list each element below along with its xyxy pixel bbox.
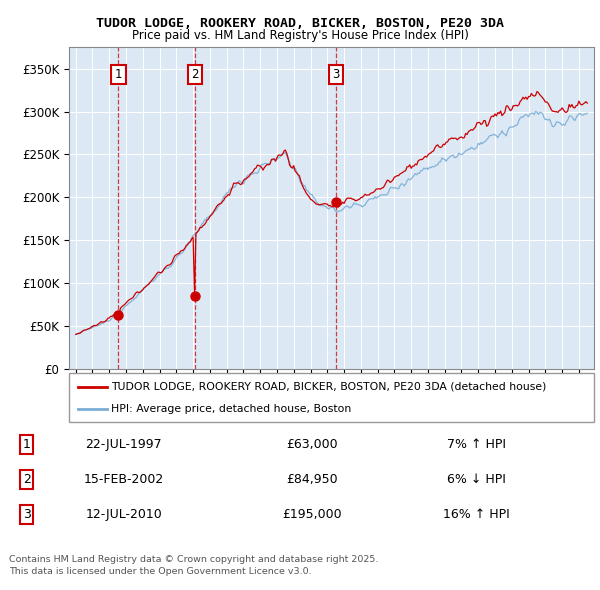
- Text: 22-JUL-1997: 22-JUL-1997: [85, 438, 162, 451]
- Text: 16% ↑ HPI: 16% ↑ HPI: [443, 508, 510, 521]
- Text: 7% ↑ HPI: 7% ↑ HPI: [447, 438, 506, 451]
- Text: 15-FEB-2002: 15-FEB-2002: [83, 473, 164, 486]
- Text: 1: 1: [115, 68, 122, 81]
- Text: 6% ↓ HPI: 6% ↓ HPI: [447, 473, 506, 486]
- Text: £63,000: £63,000: [286, 438, 338, 451]
- Text: TUDOR LODGE, ROOKERY ROAD, BICKER, BOSTON, PE20 3DA (detached house): TUDOR LODGE, ROOKERY ROAD, BICKER, BOSTO…: [111, 382, 547, 392]
- Text: £84,950: £84,950: [286, 473, 338, 486]
- Text: 3: 3: [23, 508, 31, 521]
- Text: HPI: Average price, detached house, Boston: HPI: Average price, detached house, Bost…: [111, 404, 351, 414]
- Text: TUDOR LODGE, ROOKERY ROAD, BICKER, BOSTON, PE20 3DA: TUDOR LODGE, ROOKERY ROAD, BICKER, BOSTO…: [96, 17, 504, 30]
- Text: 2: 2: [191, 68, 199, 81]
- Text: 2: 2: [23, 473, 31, 486]
- Text: £195,000: £195,000: [282, 508, 341, 521]
- Text: 3: 3: [332, 68, 340, 81]
- Text: 1: 1: [23, 438, 31, 451]
- Text: 12-JUL-2010: 12-JUL-2010: [85, 508, 162, 521]
- FancyBboxPatch shape: [69, 373, 594, 422]
- Text: Contains HM Land Registry data © Crown copyright and database right 2025.
This d: Contains HM Land Registry data © Crown c…: [9, 555, 379, 576]
- Text: Price paid vs. HM Land Registry's House Price Index (HPI): Price paid vs. HM Land Registry's House …: [131, 30, 469, 42]
